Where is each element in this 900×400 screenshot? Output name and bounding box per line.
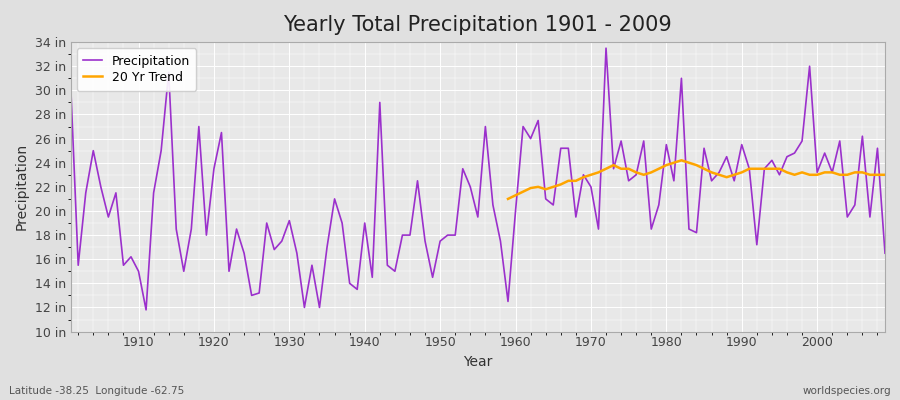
Precipitation: [879, 251, 890, 256]
Precipitation: [345, 281, 356, 286]
Legend: Precipitation, 20 Yr Trend: Precipitation, 20 Yr Trend: [76, 48, 196, 91]
Line: Precipitation: Precipitation: [71, 48, 885, 310]
Precipitation: [299, 305, 310, 310]
Precipitation: [66, 82, 77, 87]
Precipitation: [518, 124, 528, 129]
20 Yr Trend: [623, 166, 634, 171]
20 Yr Trend: [586, 172, 597, 177]
20 Yr Trend: [879, 172, 890, 177]
X-axis label: Year: Year: [464, 355, 492, 369]
Y-axis label: Precipitation: Precipitation: [15, 143, 29, 230]
Precipitation: [616, 139, 626, 144]
Precipitation: [600, 46, 611, 50]
20 Yr Trend: [759, 166, 769, 171]
Line: 20 Yr Trend: 20 Yr Trend: [508, 160, 885, 199]
20 Yr Trend: [781, 170, 792, 175]
Text: worldspecies.org: worldspecies.org: [803, 386, 891, 396]
Text: Latitude -38.25  Longitude -62.75: Latitude -38.25 Longitude -62.75: [9, 386, 184, 396]
20 Yr Trend: [676, 158, 687, 163]
Title: Yearly Total Precipitation 1901 - 2009: Yearly Total Precipitation 1901 - 2009: [284, 15, 672, 35]
Precipitation: [510, 208, 521, 213]
20 Yr Trend: [872, 172, 883, 177]
20 Yr Trend: [502, 196, 513, 201]
20 Yr Trend: [616, 166, 626, 171]
Precipitation: [126, 254, 137, 259]
Precipitation: [140, 308, 151, 312]
